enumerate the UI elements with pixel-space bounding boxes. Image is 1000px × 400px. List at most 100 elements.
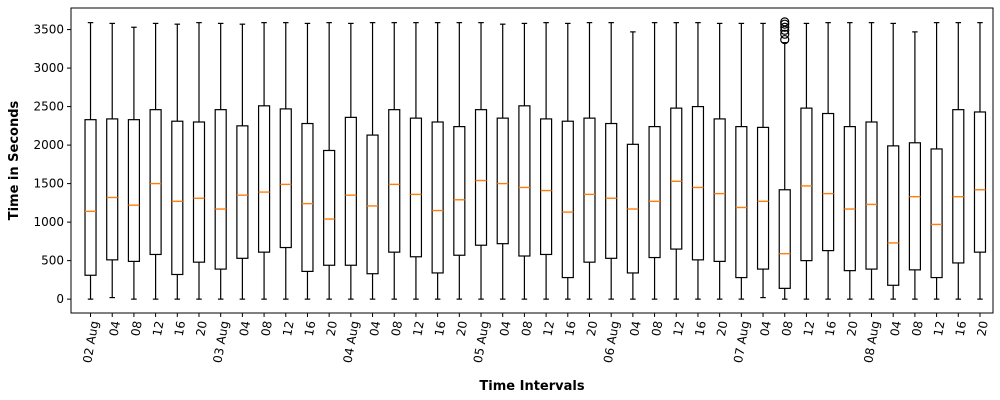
box-group (670, 22, 683, 300)
x-tick-label: 08 (649, 320, 665, 337)
box (540, 118, 553, 256)
box (800, 107, 813, 262)
box-group (279, 22, 292, 300)
box (952, 109, 965, 264)
box-group (756, 22, 770, 299)
outlier-point (780, 17, 790, 27)
box (257, 105, 271, 253)
box-group (626, 31, 639, 300)
box-group (735, 22, 748, 300)
box (192, 121, 206, 263)
outlier-point (780, 19, 790, 29)
x-tick-label: 04 (497, 320, 513, 337)
y-axis-ticks: 0 500 1000 1500 2000 2500 3000 3500 (33, 23, 71, 306)
box-group (453, 22, 466, 300)
box-group (691, 22, 705, 300)
x-tick-label: 20 (714, 320, 730, 337)
box-group (236, 23, 249, 300)
box (344, 116, 357, 266)
box-group (323, 22, 336, 300)
box (713, 118, 726, 262)
box-group (540, 22, 553, 300)
box-group (778, 17, 791, 300)
x-tick-label: 12 (541, 320, 557, 337)
box (149, 109, 162, 256)
x-tick-label: 04 (888, 320, 904, 337)
x-tick-label: 20 (844, 320, 860, 337)
x-tick-label: 12 (801, 320, 817, 337)
y-tick-label: 1500 (33, 177, 64, 191)
box (822, 112, 835, 252)
box (323, 149, 336, 266)
box (583, 117, 596, 263)
box-group (908, 31, 922, 300)
box (908, 142, 922, 271)
box-group (605, 22, 618, 300)
box-group (496, 23, 509, 300)
y-tick-label: 2000 (33, 138, 64, 152)
x-tick-label: 04 (367, 320, 383, 337)
box-group (713, 22, 726, 300)
x-tick-label: 12 (671, 320, 687, 337)
x-tick-label: 04 (627, 320, 643, 337)
box (236, 125, 249, 259)
box (171, 120, 184, 276)
x-tick-label: 20 (974, 320, 990, 337)
box-group (887, 22, 900, 300)
box-group (431, 22, 444, 300)
box-group (409, 22, 423, 300)
outlier-point (780, 22, 790, 32)
x-tick-label: 04 (107, 320, 123, 337)
box-group (344, 22, 357, 300)
x-axis-title: Time Intervals (479, 379, 584, 394)
x-tick-label: 16 (953, 320, 969, 337)
box (843, 126, 856, 272)
box-group (257, 22, 271, 300)
box-group (127, 26, 141, 300)
x-tick-label: 12 (150, 320, 166, 337)
y-tick-label: 3500 (33, 23, 64, 37)
box-group (583, 22, 596, 300)
box-group (84, 22, 97, 300)
box-group (518, 22, 531, 300)
box (756, 126, 770, 270)
box-group (561, 22, 574, 300)
x-tick-label: 20 (584, 320, 600, 337)
y-tick-label: 2500 (33, 100, 64, 114)
box (670, 107, 683, 250)
box (106, 118, 119, 261)
box-group (171, 23, 184, 300)
x-tick-label: 16 (692, 320, 708, 337)
y-tick-label: 1000 (33, 215, 64, 229)
box-group (301, 22, 314, 300)
x-tick-label: 08 (389, 320, 405, 337)
outlier-point (780, 34, 790, 45)
box-group (648, 22, 661, 300)
box (474, 109, 488, 246)
box (735, 126, 748, 279)
x-tick-label: 20 (454, 320, 470, 337)
x-tick-label: 12 (280, 320, 296, 337)
box-group (952, 22, 965, 300)
box (930, 148, 943, 279)
x-tick-label: 04 (757, 320, 773, 337)
box (973, 111, 987, 253)
box-group (865, 22, 878, 300)
x-tick-label: 12 (410, 320, 426, 337)
x-tick-label: 20 (193, 320, 209, 337)
box (865, 121, 878, 270)
axes-frame (70, 7, 994, 314)
box (691, 105, 705, 261)
box (409, 117, 423, 258)
box (301, 122, 314, 273)
x-tick-label: 12 (931, 320, 947, 337)
x-tick-label: 20 (324, 320, 340, 337)
box (778, 189, 791, 289)
x-tick-label: 08 (519, 320, 535, 337)
box (518, 105, 531, 257)
box-group (822, 22, 835, 300)
box-group (214, 22, 227, 300)
box-group (973, 22, 987, 300)
x-tick-label: 08 (259, 320, 275, 337)
